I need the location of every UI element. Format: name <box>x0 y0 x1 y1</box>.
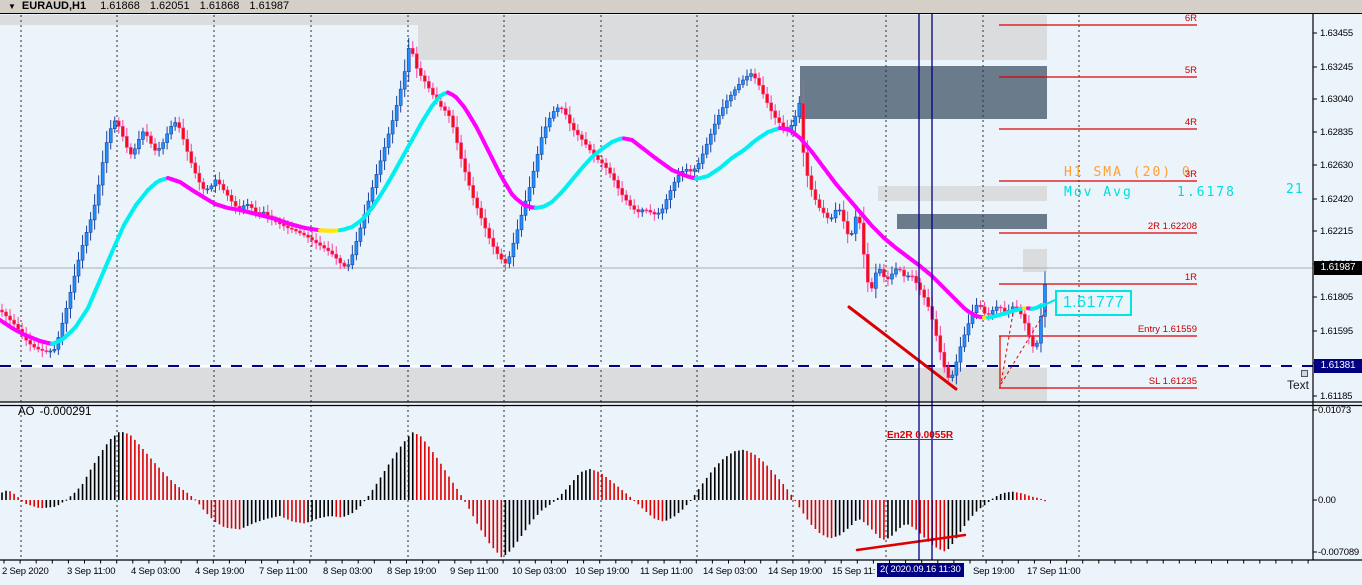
mov-avg-label: Mov Avg <box>1064 185 1133 200</box>
symbol-period-label: EURAUD,H1 <box>21 0 87 12</box>
moving-average-line <box>0 90 1046 346</box>
awesome-oscillator-bars <box>1 432 1046 558</box>
dashed-level-price-box: 1.61381 <box>1314 359 1362 373</box>
time-axis-label: 11 Sep 11:00 <box>640 566 693 577</box>
chart-title-bar: ▼ EURAUD,H1 1.61868 1.62051 1.61868 1.61987 <box>0 0 1362 14</box>
time-axis-label: 17 Sep 11:00 <box>1027 566 1081 577</box>
quote-close: 1.61987 <box>249 0 290 12</box>
mov-avg-period: 21 <box>1286 182 1304 197</box>
time-axis-label: 14 Sep 03:00 <box>703 566 758 577</box>
trendline-objects[interactable] <box>847 305 1049 552</box>
sma-indicator-label: H1 SMA (20) 0 <box>1064 165 1192 180</box>
time-axis-label: 10 Sep 03:00 <box>512 566 567 577</box>
level-label: Entry 1.61559 <box>1137 324 1197 335</box>
vertical-line-objects[interactable] <box>918 14 933 560</box>
ao-axis-label: 0.00 <box>1318 495 1336 506</box>
pivot-level-lines[interactable] <box>999 24 1197 389</box>
quote-low: 1.61868 <box>199 0 240 12</box>
panel-borders <box>0 14 1362 561</box>
price-axis-label: 1.61185 <box>1320 391 1353 402</box>
ao-value-label: -0.000291 <box>39 406 92 418</box>
mov-avg-value: 1.6178 <box>1177 185 1236 200</box>
price-axis-label: 1.62215 <box>1320 226 1353 237</box>
level-label: 3R <box>1184 169 1197 180</box>
ao-indicator-header: AO -0.000291 <box>18 406 91 418</box>
price-axis-label: 1.63245 <box>1320 62 1353 73</box>
time-axis-label: 14 Sep 19:00 <box>768 566 823 577</box>
level-label: 6R <box>1184 13 1197 24</box>
ao-axis-label: -0.007089 <box>1318 547 1359 558</box>
time-axis-label: 8 Sep 19:00 <box>387 566 437 577</box>
price-axis-label: 1.61805 <box>1320 292 1353 303</box>
axis-ticks <box>3 32 1317 564</box>
supply-demand-zones[interactable] <box>0 15 1047 402</box>
selected-date-box: 2( 2020.09.16 11:30 <box>877 563 964 577</box>
level-label: 4R <box>1184 117 1197 128</box>
time-axis-label: 3 Sep 11:00 <box>67 566 116 577</box>
time-axis-label: Sep 19:00 <box>973 566 1015 577</box>
quote-open: 1.61868 <box>100 0 140 12</box>
time-axis-label: 4 Sep 03:00 <box>131 566 181 577</box>
ao-name-label: AO <box>18 406 35 418</box>
price-axis-label: 1.62630 <box>1320 160 1353 171</box>
price-axis-label: 1.63455 <box>1320 28 1353 39</box>
time-axis-label: 8 Sep 03:00 <box>323 566 373 577</box>
price-axis-label: 1.62420 <box>1320 194 1353 205</box>
ao-axis-label: 0.01073 <box>1318 405 1351 416</box>
candles <box>0 37 1047 385</box>
time-axis-label: 7 Sep 11:00 <box>259 566 308 577</box>
time-axis-label: 9 Sep 11:00 <box>450 566 499 577</box>
level-label: 5R <box>1184 65 1197 76</box>
price-axis-label: 1.61595 <box>1320 326 1353 337</box>
time-axis-label: 15 Sep 11: <box>832 566 876 577</box>
current-price-box: 1.61987 <box>1314 261 1362 275</box>
period-separators <box>20 15 1080 560</box>
level-label: SL 1.61235 <box>1148 376 1197 387</box>
time-axis-label: 4 Sep 19:00 <box>195 566 245 577</box>
text-anchor-icon[interactable] <box>1301 370 1308 377</box>
price-axis-label: 1.62835 <box>1320 127 1353 138</box>
quote-high: 1.62051 <box>149 0 190 12</box>
level-label: 2R 1.62208 <box>1147 221 1197 232</box>
level-label: 1R <box>1184 272 1197 283</box>
time-axis-label: 10 Sep 19:00 <box>575 566 630 577</box>
time-axis-label: 2 Sep 2020 <box>2 566 49 577</box>
price-callout-box[interactable]: 1.61777 <box>1055 290 1132 316</box>
price-axis-label: 1.63040 <box>1320 94 1353 105</box>
symbol-dropdown-icon[interactable]: ▼ <box>8 2 16 11</box>
measure-note-label[interactable]: En2R 0.0055R <box>887 430 954 441</box>
text-object-label[interactable]: Text <box>1287 378 1310 392</box>
